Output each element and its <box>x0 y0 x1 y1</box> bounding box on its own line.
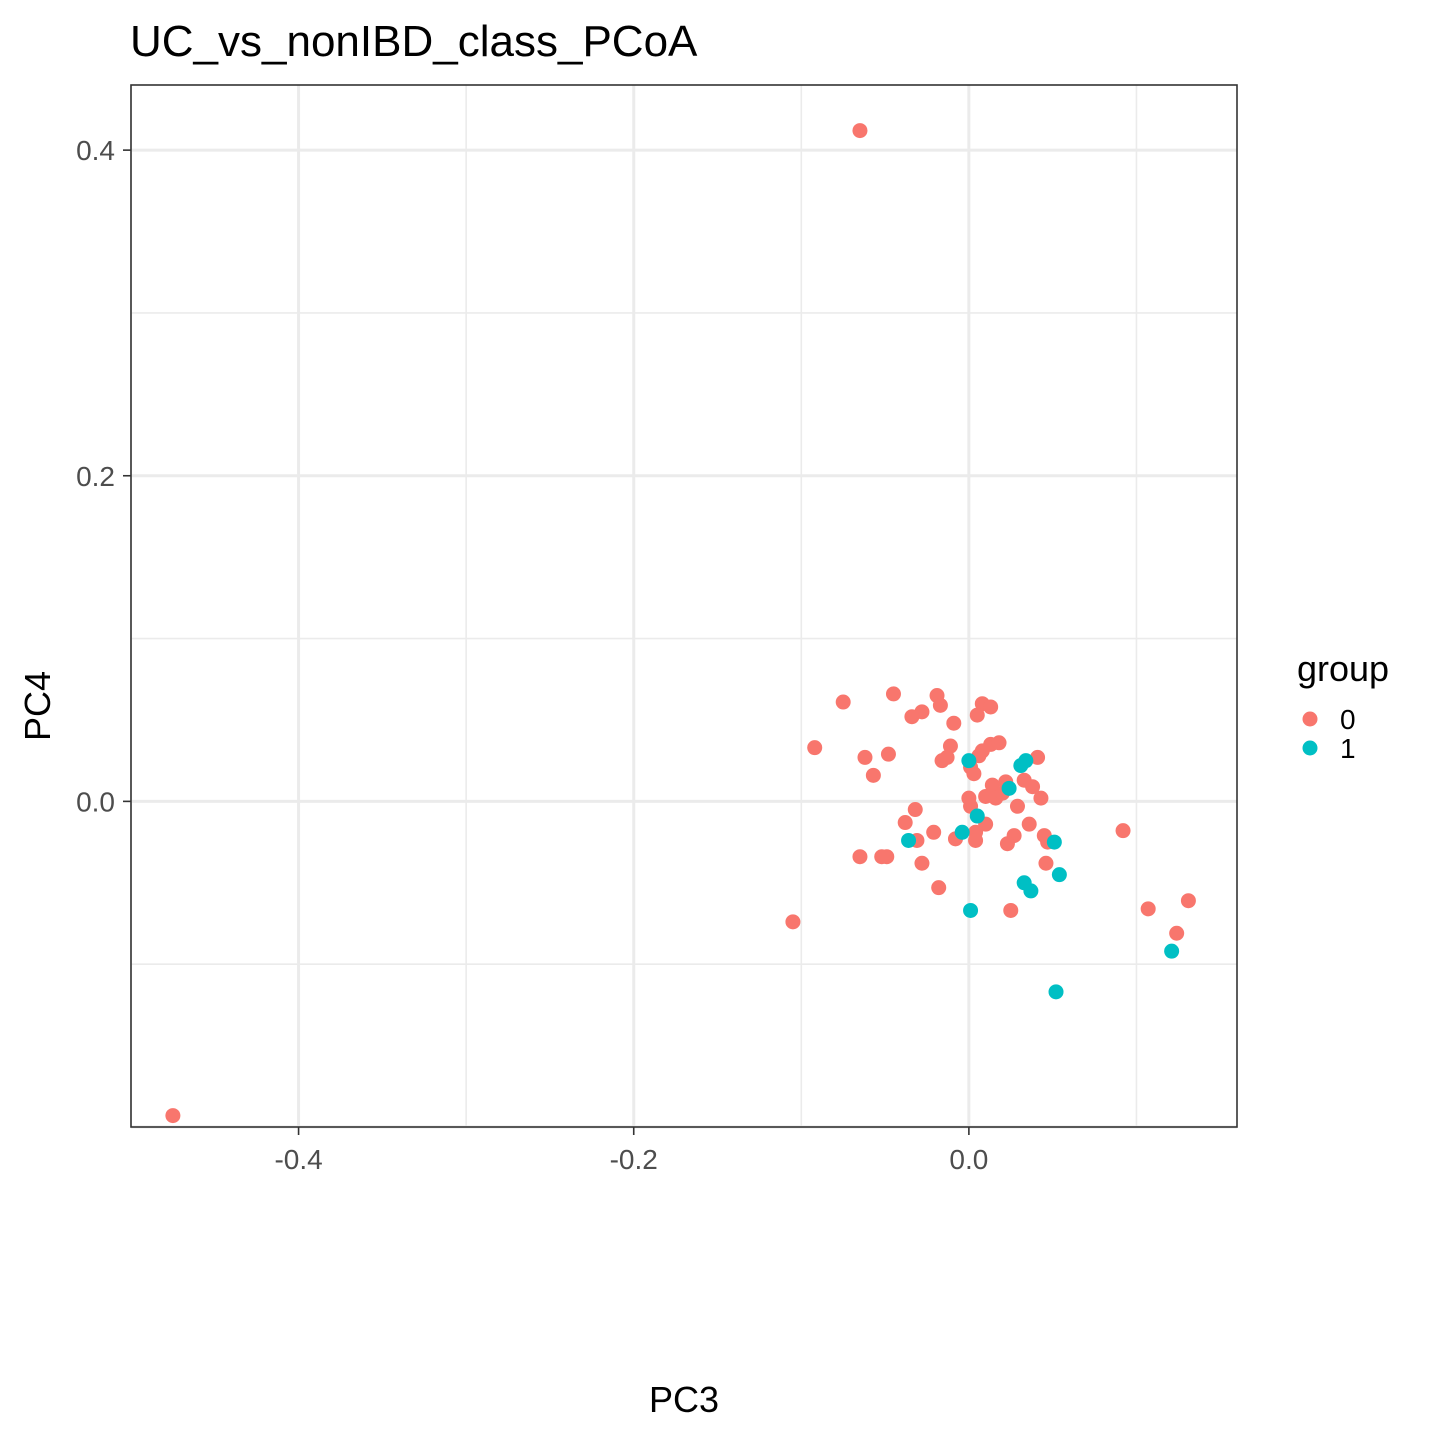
point-group-0 <box>785 914 801 930</box>
point-group-0 <box>1030 749 1046 765</box>
point-group-0 <box>926 824 942 840</box>
point-group-0 <box>939 749 955 765</box>
point-group-0 <box>165 1108 181 1124</box>
point-group-0 <box>1021 816 1037 832</box>
point-group-1 <box>969 808 985 824</box>
point-group-0 <box>1003 902 1019 918</box>
point-group-0 <box>1038 855 1054 871</box>
grid-minor <box>130 85 1237 1127</box>
y-tick-label: 0.0 <box>76 786 115 817</box>
point-group-0 <box>857 749 873 765</box>
point-group-0 <box>835 694 851 710</box>
point-group-0 <box>931 880 947 896</box>
point-group-1 <box>1001 780 1017 796</box>
legend-label-0: 0 <box>1340 704 1356 735</box>
x-axis-title: PC3 <box>649 1379 719 1420</box>
panel-border <box>130 84 1238 1128</box>
point-group-0 <box>885 686 901 702</box>
point-group-1 <box>1164 943 1180 959</box>
y-tick-label: 0.2 <box>76 461 115 492</box>
x-tick-label: 0.0 <box>949 1144 988 1175</box>
legend: group 01 <box>1297 648 1389 764</box>
point-group-1 <box>961 753 977 769</box>
point-group-0 <box>991 735 1007 751</box>
point-group-0 <box>1169 925 1185 941</box>
legend-label-1: 1 <box>1340 733 1356 764</box>
chart-title: UC_vs_nonIBD_class_PCoA <box>130 17 698 66</box>
point-group-0 <box>807 740 823 756</box>
point-group-0 <box>999 836 1015 852</box>
x-tick-label: -0.4 <box>274 1144 322 1175</box>
point-group-0 <box>1180 893 1196 909</box>
plot-panel <box>130 84 1238 1129</box>
point-group-0 <box>932 697 948 713</box>
point-group-1 <box>1013 758 1029 774</box>
point-group-0 <box>984 777 1000 793</box>
point-group-0 <box>852 123 868 139</box>
point-group-0 <box>1025 779 1041 795</box>
point-group-0 <box>897 815 913 831</box>
point-group-0 <box>914 855 930 871</box>
point-group-0 <box>907 802 923 818</box>
y-tick-label: 0.4 <box>76 135 115 166</box>
point-group-1 <box>901 832 917 848</box>
point-group-0 <box>1009 798 1025 814</box>
point-group-1 <box>1051 867 1067 883</box>
x-tick-label: -0.2 <box>610 1144 658 1175</box>
data-points <box>165 123 1196 1124</box>
point-group-0 <box>1115 823 1131 839</box>
point-group-1 <box>1046 834 1062 850</box>
legend-title: group <box>1297 648 1389 689</box>
y-axis-title: PC4 <box>17 671 58 741</box>
point-group-1 <box>1023 883 1039 899</box>
point-group-1 <box>963 902 979 918</box>
legend-key-1 <box>1302 740 1318 756</box>
y-axis: 0.0 0.2 0.4 <box>76 135 131 817</box>
point-group-0 <box>852 849 868 865</box>
point-group-0 <box>946 715 962 731</box>
point-group-1 <box>954 824 970 840</box>
point-group-0 <box>874 849 890 865</box>
point-group-0 <box>968 832 984 848</box>
legend-key-0 <box>1302 711 1318 727</box>
point-group-0 <box>904 709 920 725</box>
point-group-0 <box>969 707 985 723</box>
point-group-0 <box>1140 901 1156 917</box>
point-group-0 <box>880 746 896 762</box>
point-group-0 <box>966 766 982 782</box>
point-group-0 <box>942 738 958 754</box>
point-group-1 <box>1048 984 1064 1000</box>
point-group-0 <box>983 699 999 715</box>
point-group-0 <box>865 767 881 783</box>
x-axis: -0.4 -0.2 0.0 <box>274 1127 988 1175</box>
point-group-0 <box>1033 790 1049 806</box>
